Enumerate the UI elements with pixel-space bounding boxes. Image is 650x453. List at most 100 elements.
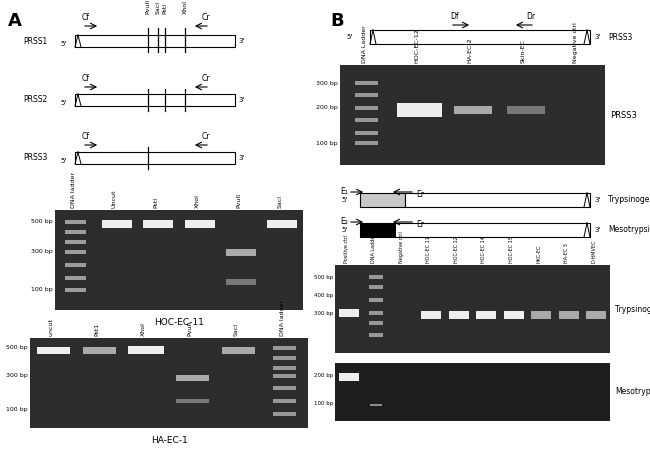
- Bar: [144, 220, 174, 228]
- Text: HA-EC-2: HA-EC-2: [467, 38, 473, 63]
- Bar: [273, 400, 296, 403]
- Text: HA-EC 3: HA-EC 3: [564, 243, 569, 263]
- Bar: [65, 276, 86, 280]
- Text: 5': 5': [60, 100, 66, 106]
- Text: DNA Ladder: DNA Ladder: [371, 233, 376, 263]
- Bar: [273, 357, 296, 360]
- Text: 100 bp: 100 bp: [314, 400, 333, 405]
- Text: 3': 3': [238, 97, 244, 103]
- Text: 3': 3': [594, 34, 601, 40]
- Text: 5': 5': [346, 34, 353, 40]
- Bar: [340, 65, 605, 165]
- Text: 3': 3': [238, 155, 244, 161]
- Bar: [369, 275, 384, 279]
- Text: DNA ladder: DNA ladder: [71, 172, 75, 208]
- Text: Trypsinogen 4: Trypsinogen 4: [615, 304, 650, 313]
- Text: Er: Er: [416, 190, 424, 199]
- Bar: [273, 366, 296, 370]
- Text: 500 bp: 500 bp: [31, 220, 53, 225]
- Text: 200 bp: 200 bp: [317, 106, 338, 111]
- Text: 5': 5': [342, 197, 348, 203]
- Bar: [127, 346, 164, 354]
- Bar: [273, 375, 296, 377]
- Text: SacI: SacI: [155, 1, 161, 14]
- Text: 300 bp: 300 bp: [31, 250, 53, 255]
- Bar: [185, 220, 215, 228]
- Text: Negative ctrl: Negative ctrl: [398, 231, 404, 263]
- Bar: [421, 311, 441, 319]
- Text: PstI: PstI: [162, 3, 168, 14]
- Text: XhoI: XhoI: [194, 194, 200, 208]
- Text: HOC-EC 12: HOC-EC 12: [454, 236, 459, 263]
- Bar: [75, 35, 235, 47]
- Text: Mesotrypsinogen: Mesotrypsinogen: [615, 387, 650, 396]
- Bar: [370, 30, 590, 44]
- Text: PRSS3: PRSS3: [610, 111, 637, 120]
- Bar: [176, 399, 209, 403]
- Bar: [65, 250, 86, 254]
- Bar: [369, 285, 384, 289]
- Text: Skin-EC: Skin-EC: [521, 39, 525, 63]
- Text: 100 bp: 100 bp: [6, 408, 28, 413]
- Text: XhoI: XhoI: [183, 0, 187, 14]
- Bar: [405, 193, 590, 207]
- Bar: [360, 223, 395, 237]
- Text: Trypsinogen 4: Trypsinogen 4: [608, 196, 650, 204]
- Bar: [369, 311, 384, 314]
- Bar: [559, 311, 578, 319]
- Text: HOC-EC 14: HOC-EC 14: [481, 236, 486, 263]
- Bar: [267, 220, 297, 228]
- Bar: [339, 309, 359, 317]
- Text: PvuII: PvuII: [146, 0, 151, 14]
- Bar: [586, 311, 606, 319]
- Bar: [360, 193, 405, 207]
- Text: 100 bp: 100 bp: [31, 288, 53, 293]
- Text: PvuII: PvuII: [187, 321, 192, 336]
- Text: Uncut: Uncut: [112, 189, 117, 208]
- Text: Pst1: Pst1: [94, 323, 99, 336]
- Bar: [65, 240, 86, 244]
- Text: D-HMVEC: D-HMVEC: [592, 240, 596, 263]
- Text: 300 bp: 300 bp: [314, 310, 333, 315]
- Bar: [222, 347, 255, 353]
- Bar: [370, 404, 382, 406]
- Bar: [273, 412, 296, 415]
- Text: 3': 3': [238, 38, 244, 44]
- Text: Cf: Cf: [82, 13, 90, 22]
- Bar: [273, 347, 296, 350]
- Text: 300 bp: 300 bp: [317, 81, 338, 86]
- Bar: [339, 373, 359, 381]
- Text: Cf: Cf: [82, 74, 90, 83]
- Bar: [176, 375, 209, 381]
- Bar: [335, 363, 610, 421]
- Bar: [102, 220, 132, 228]
- Bar: [65, 263, 86, 267]
- Bar: [369, 299, 384, 302]
- Text: 5': 5': [342, 227, 348, 233]
- Text: PRSS1: PRSS1: [24, 37, 48, 45]
- Bar: [448, 311, 469, 319]
- Bar: [273, 386, 296, 390]
- Bar: [226, 279, 256, 285]
- Text: PRSS3: PRSS3: [23, 154, 48, 163]
- Bar: [30, 338, 308, 428]
- Text: Cf: Cf: [82, 132, 90, 141]
- Bar: [226, 249, 256, 255]
- Text: HOC-EC 11: HOC-EC 11: [426, 236, 431, 263]
- Bar: [395, 223, 590, 237]
- Text: PvuII: PvuII: [236, 193, 241, 208]
- Text: Cr: Cr: [202, 13, 210, 22]
- Bar: [476, 311, 496, 319]
- Text: Positive ctrl: Positive ctrl: [344, 235, 349, 263]
- Text: HOC-EC-12: HOC-EC-12: [415, 28, 419, 63]
- Text: Cr: Cr: [202, 74, 210, 83]
- Text: HA-EC-1: HA-EC-1: [151, 436, 187, 445]
- Bar: [369, 333, 384, 337]
- Text: E₁: E₁: [340, 188, 348, 197]
- Text: PRSS3: PRSS3: [608, 33, 632, 42]
- Text: SacI: SacI: [278, 195, 282, 208]
- Text: E₂: E₂: [340, 217, 348, 226]
- Bar: [335, 265, 610, 353]
- Text: XhoI: XhoI: [141, 322, 146, 336]
- Bar: [36, 347, 70, 353]
